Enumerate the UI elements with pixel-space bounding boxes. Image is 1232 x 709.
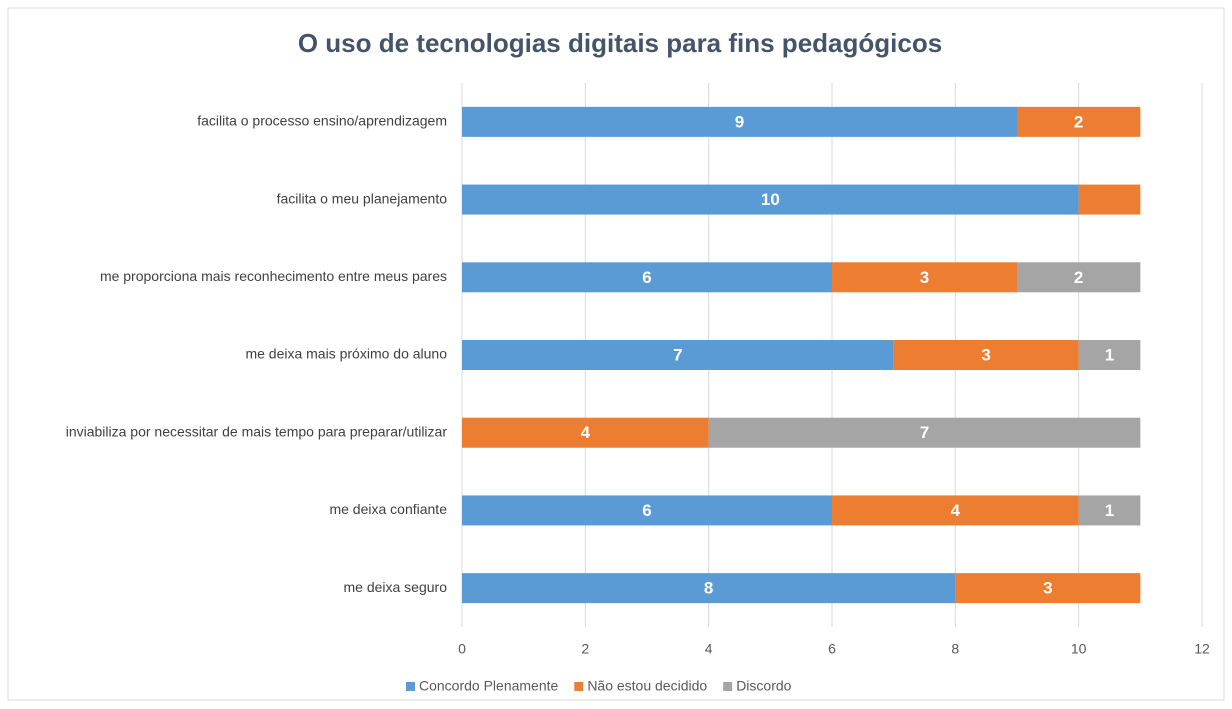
x-tick-label: 0 (458, 641, 466, 657)
legend-swatch (723, 682, 733, 691)
data-label: 9 (735, 112, 744, 131)
y-tick-label: me deixa mais próximo do aluno (245, 346, 447, 362)
y-tick-label: facilita o meu planejamento (277, 190, 448, 206)
x-tick-label: 10 (1071, 641, 1087, 657)
data-label: 6 (642, 501, 651, 520)
bar-segment (462, 106, 1017, 137)
y-tick-label: inviabiliza por necessitar de mais tempo… (66, 423, 448, 439)
data-label: 10 (761, 190, 780, 209)
bar-segment (462, 495, 832, 526)
bar-segment (832, 495, 1079, 526)
legend-label: Não estou decidido (587, 678, 707, 694)
bar-segment (462, 262, 832, 293)
data-label: 2 (1074, 268, 1083, 287)
bar-segment (1078, 495, 1141, 526)
data-label: 8 (704, 579, 713, 598)
x-tick-label: 6 (828, 641, 836, 657)
data-label: 4 (581, 423, 591, 442)
bar-segment (1078, 184, 1141, 215)
data-label: 3 (981, 345, 990, 364)
bar-segment (1017, 262, 1141, 293)
data-label: 6 (642, 268, 651, 287)
legend-label: Discordo (736, 678, 791, 694)
x-tick-label: 2 (581, 641, 589, 657)
chart-title: O uso de tecnologias digitais para fins … (298, 28, 942, 58)
legend-swatch (406, 682, 415, 691)
legend-swatch (574, 682, 584, 691)
data-label: 1 (1105, 345, 1114, 364)
legend-label: Concordo Plenamente (419, 678, 559, 694)
bar-segment (1078, 340, 1141, 370)
bar-segment (1017, 106, 1141, 137)
bar-segment (462, 184, 1079, 215)
bar-segment (708, 417, 1141, 448)
y-tick-label: me proporciona mais reconhecimento entre… (100, 268, 447, 284)
y-tick-label: facilita o processo ensino/aprendizagem (197, 113, 447, 129)
data-label: 2 (1074, 112, 1083, 131)
bar-segment (955, 573, 1141, 604)
y-tick-label: me deixa seguro (343, 579, 447, 595)
data-label: 3 (1043, 579, 1052, 598)
bar-segment (832, 262, 1017, 293)
bar-segment (462, 340, 894, 370)
x-tick-label: 8 (951, 641, 959, 657)
data-label: 7 (920, 423, 929, 442)
bar-segment (462, 417, 709, 448)
y-tick-label: me deixa confiante (329, 501, 447, 517)
data-label: 1 (1105, 501, 1114, 520)
data-label: 7 (673, 345, 682, 364)
bar-segment (462, 573, 956, 604)
x-tick-label: 4 (705, 641, 713, 657)
data-label: 4 (951, 501, 961, 520)
x-tick-label: 12 (1194, 641, 1210, 657)
bar-segment (893, 340, 1079, 370)
data-label: 3 (920, 268, 929, 287)
